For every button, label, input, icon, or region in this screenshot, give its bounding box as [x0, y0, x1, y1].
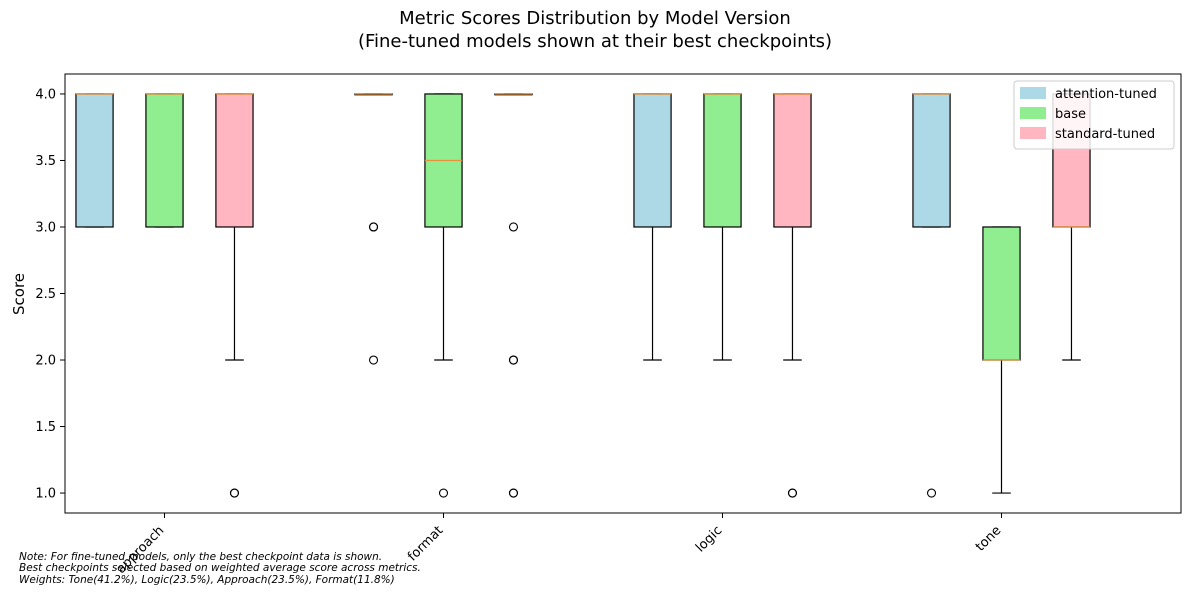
outlier-point [368, 222, 379, 232]
legend: attention-tuned base standard-tuned [1013, 80, 1175, 150]
outlier-point [508, 355, 519, 365]
y-tick-label: 3.0 [35, 220, 56, 235]
y-tick-label: 2.5 [35, 287, 56, 302]
y-tick-label: 2.0 [35, 354, 56, 369]
note-line-1: Note: For fine-tuned models, only the be… [19, 551, 382, 563]
y-tick-label: 1.5 [35, 420, 56, 435]
chart-subtitle: (Fine-tuned models shown at their best c… [358, 31, 832, 52]
footnote: Note: For fine-tuned models, only the be… [19, 551, 421, 586]
box [215, 93, 254, 228]
legend-swatch [1020, 127, 1046, 139]
box-base-tone [982, 226, 1021, 494]
box [982, 226, 1021, 361]
box-standard-tuned-approach [215, 93, 254, 498]
chart-title: Metric Scores Distribution by Model Vers… [399, 8, 791, 29]
box-groups [75, 93, 1091, 498]
outlier-point [438, 488, 449, 498]
box-standard-tuned-format [494, 93, 533, 498]
box [633, 93, 672, 228]
y-tick-label: 3.5 [35, 154, 56, 169]
outlier-point [368, 355, 379, 365]
legend-swatch [1020, 107, 1046, 119]
box [773, 93, 812, 228]
box-base-format [424, 93, 463, 498]
box [703, 93, 742, 228]
y-tick-label: 4.0 [35, 87, 56, 102]
box [912, 93, 951, 228]
note-line-3: Weights: Tone(41.2%), Logic(23.5%), Appr… [19, 574, 395, 586]
x-tick-label: format [405, 523, 446, 564]
outlier-point [508, 222, 519, 232]
legend-label: standard-tuned [1055, 127, 1155, 142]
legend-label: attention-tuned [1055, 87, 1157, 102]
box [75, 93, 114, 228]
legend-swatch [1020, 87, 1046, 99]
box-base-logic [703, 93, 742, 361]
outlier-point [787, 488, 798, 498]
outlier-point [229, 488, 240, 498]
box [145, 93, 184, 228]
note-line-2: Best checkpoints selected based on weigh… [19, 562, 421, 574]
box-base-approach [145, 93, 184, 228]
box-attention-tuned-logic [633, 93, 672, 361]
box-attention-tuned-approach [75, 93, 114, 228]
box-attention-tuned-tone [912, 93, 951, 498]
legend-label: base [1055, 107, 1086, 122]
x-tick-label: tone [973, 523, 1004, 554]
legend-frame [1013, 80, 1175, 150]
outlier-point [508, 488, 519, 498]
y-axis: 1.0 1.5 2.0 2.5 3.0 3.5 4.0 [35, 87, 65, 502]
x-tick-label: logic [693, 523, 725, 555]
box-attention-tuned-format [354, 93, 393, 365]
outlier-point [926, 488, 937, 498]
y-tick-label: 1.0 [35, 487, 56, 502]
box-standard-tuned-logic [773, 93, 812, 498]
y-axis-label: Score [10, 273, 28, 315]
